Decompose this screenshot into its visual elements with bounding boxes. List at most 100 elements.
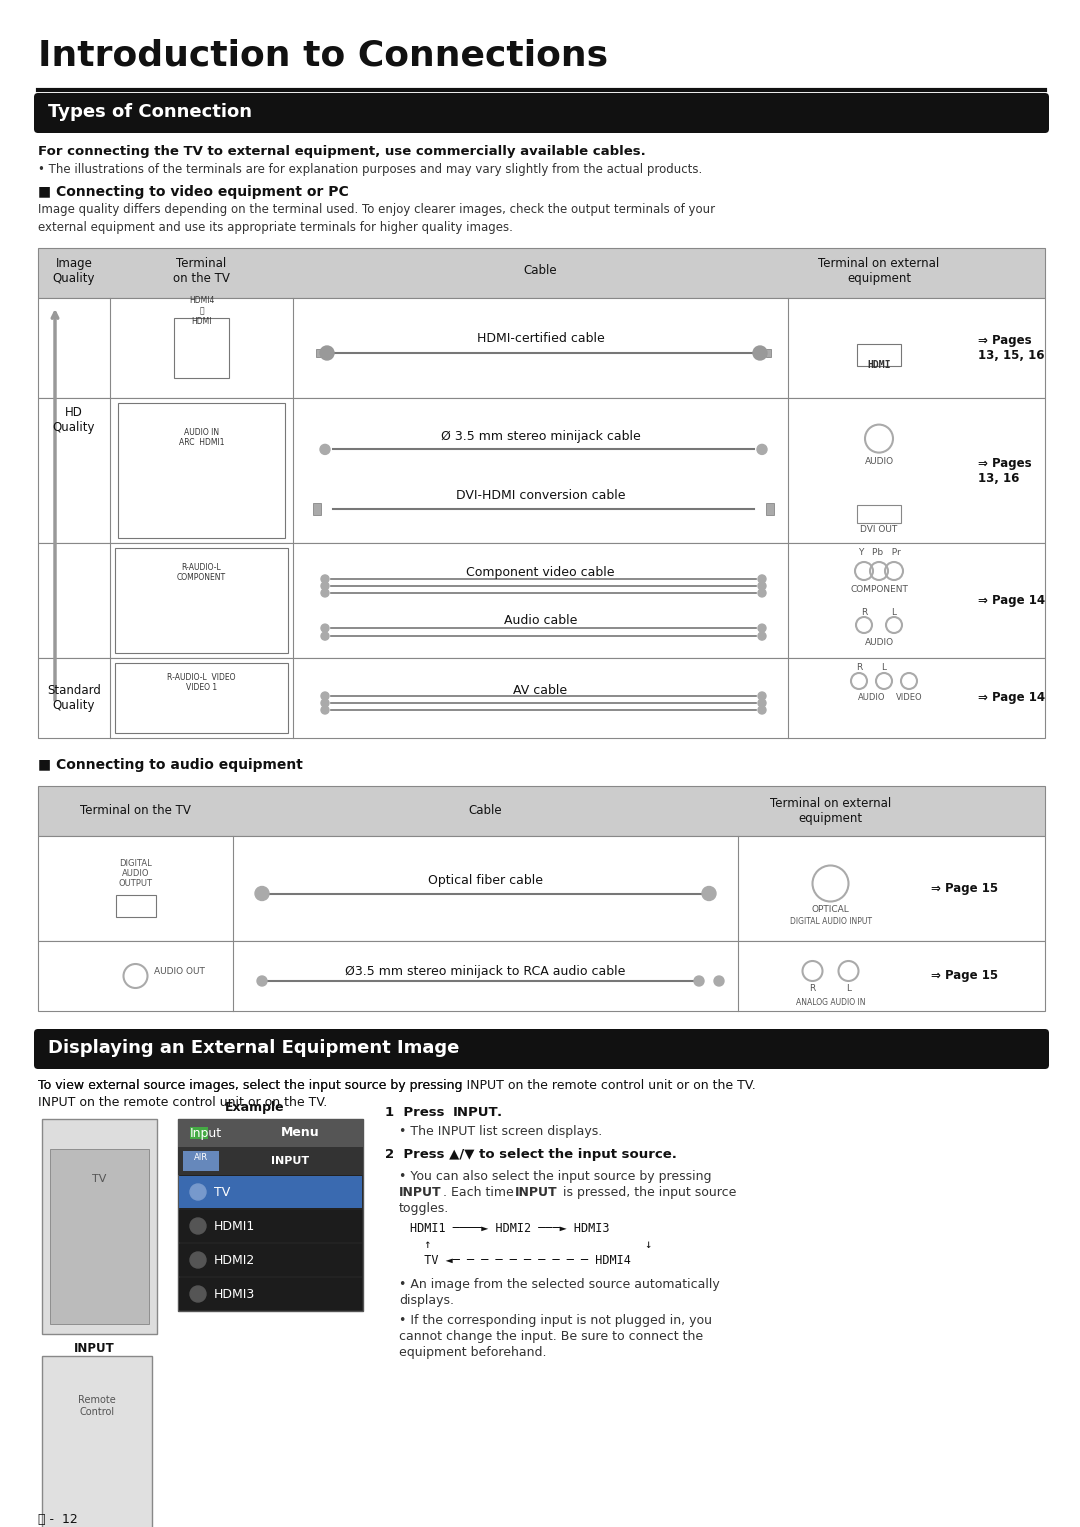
Text: AUDIO: AUDIO xyxy=(864,457,893,466)
Text: Ø3.5 mm stereo minijack to RCA audio cable: Ø3.5 mm stereo minijack to RCA audio cab… xyxy=(346,965,625,977)
Bar xyxy=(178,1119,363,1312)
Text: .: . xyxy=(497,1106,502,1119)
Bar xyxy=(190,1127,208,1139)
Text: • An image from the selected source automatically: • An image from the selected source auto… xyxy=(399,1278,719,1290)
Bar xyxy=(114,548,288,654)
Text: AUDIO: AUDIO xyxy=(859,693,886,702)
Text: DIGITAL
AUDIO
OUTPUT: DIGITAL AUDIO OUTPUT xyxy=(119,858,152,889)
Text: INPUT: INPUT xyxy=(453,1106,499,1119)
Bar xyxy=(858,344,901,366)
Circle shape xyxy=(321,589,329,597)
Text: OPTICAL: OPTICAL xyxy=(812,904,849,913)
Text: AUDIO: AUDIO xyxy=(864,638,893,647)
Circle shape xyxy=(190,1252,206,1267)
Bar xyxy=(42,1356,152,1527)
Bar xyxy=(118,403,285,538)
Text: ANALOG AUDIO IN: ANALOG AUDIO IN xyxy=(796,999,865,1006)
Circle shape xyxy=(758,625,766,632)
Bar xyxy=(858,505,901,524)
Bar xyxy=(179,1278,362,1310)
Text: ⇒ Page 15: ⇒ Page 15 xyxy=(931,970,998,982)
Circle shape xyxy=(190,1286,206,1303)
Text: Ø 3.5 mm stereo minijack cable: Ø 3.5 mm stereo minijack cable xyxy=(441,431,640,443)
Circle shape xyxy=(190,1219,206,1234)
Text: displays.: displays. xyxy=(399,1293,454,1307)
Text: • If the corresponding input is not plugged in, you: • If the corresponding input is not plug… xyxy=(399,1315,712,1327)
Text: Menu: Menu xyxy=(281,1127,320,1139)
Text: DIGITAL AUDIO INPUT: DIGITAL AUDIO INPUT xyxy=(789,916,872,925)
Text: HDMI4
⎯
HDMI: HDMI4 ⎯ HDMI xyxy=(189,296,214,325)
Circle shape xyxy=(321,632,329,640)
Circle shape xyxy=(758,632,766,640)
Circle shape xyxy=(753,347,767,360)
Text: HDMI3: HDMI3 xyxy=(214,1287,255,1301)
Circle shape xyxy=(758,589,766,597)
Circle shape xyxy=(758,699,766,707)
Text: is pressed, the input source: is pressed, the input source xyxy=(559,1186,737,1199)
Bar xyxy=(766,350,771,357)
Text: Terminal
on the TV: Terminal on the TV xyxy=(173,257,230,286)
Bar xyxy=(42,1119,157,1335)
Text: ⓔ -  12: ⓔ - 12 xyxy=(38,1513,78,1525)
Text: For connecting the TV to external equipment, use commercially available cables.: For connecting the TV to external equipm… xyxy=(38,145,646,157)
Text: Displaying an External Equipment Image: Displaying an External Equipment Image xyxy=(48,1038,459,1057)
Text: 1  Press: 1 Press xyxy=(384,1106,449,1119)
Text: ⇒ Page 14: ⇒ Page 14 xyxy=(978,594,1045,608)
Bar xyxy=(38,247,1045,298)
Text: L: L xyxy=(881,663,887,672)
Bar xyxy=(38,658,1045,738)
Text: L: L xyxy=(846,983,851,993)
Bar xyxy=(179,1209,362,1241)
Circle shape xyxy=(321,699,329,707)
Text: Standard
Quality: Standard Quality xyxy=(48,684,100,712)
Circle shape xyxy=(320,347,334,360)
Text: Component video cable: Component video cable xyxy=(467,567,615,579)
Text: R: R xyxy=(809,983,815,993)
Text: ⇒ Page 14: ⇒ Page 14 xyxy=(978,692,1045,704)
Circle shape xyxy=(757,444,767,455)
Text: ⇒ Pages
13, 16: ⇒ Pages 13, 16 xyxy=(978,457,1031,484)
Text: R: R xyxy=(861,608,867,617)
FancyBboxPatch shape xyxy=(33,93,1049,133)
Text: AV cable: AV cable xyxy=(513,684,568,696)
Circle shape xyxy=(320,444,330,455)
Bar xyxy=(766,502,774,515)
Text: Cable: Cable xyxy=(524,264,557,278)
Bar xyxy=(316,350,321,357)
Text: ⇒ Page 15: ⇒ Page 15 xyxy=(931,883,998,895)
Bar xyxy=(179,1245,362,1277)
Text: ↑                              ↓: ↑ ↓ xyxy=(410,1238,652,1251)
Circle shape xyxy=(190,1183,206,1200)
Text: cannot change the input. Be sure to connect the: cannot change the input. Be sure to conn… xyxy=(399,1330,703,1344)
Text: HD
Quality: HD Quality xyxy=(53,406,95,435)
Text: Remote
Control: Remote Control xyxy=(78,1396,116,1417)
Text: toggles.: toggles. xyxy=(399,1202,449,1215)
Text: HDMI-certified cable: HDMI-certified cable xyxy=(476,331,605,345)
Bar xyxy=(38,544,1045,658)
Text: INPUT: INPUT xyxy=(399,1186,442,1199)
Bar xyxy=(174,318,229,379)
Text: HDMI2: HDMI2 xyxy=(214,1254,255,1266)
Circle shape xyxy=(758,576,766,583)
Text: Image
Quality: Image Quality xyxy=(53,257,95,286)
Text: INPUT: INPUT xyxy=(515,1186,557,1199)
Text: Cable: Cable xyxy=(469,805,502,817)
Bar xyxy=(114,663,288,733)
Text: . Each time: . Each time xyxy=(443,1186,517,1199)
Bar xyxy=(178,1147,363,1174)
Text: ■ Connecting to video equipment or PC: ■ Connecting to video equipment or PC xyxy=(38,185,349,199)
Text: COMPONENT: COMPONENT xyxy=(850,585,908,594)
Text: Types of Connection: Types of Connection xyxy=(48,102,252,121)
Text: To view external source images, select the input source by pressing INPUT on the: To view external source images, select t… xyxy=(38,1080,756,1092)
Text: HDMI1: HDMI1 xyxy=(214,1220,255,1232)
Circle shape xyxy=(321,692,329,699)
Circle shape xyxy=(758,692,766,699)
Text: Introduction to Connections: Introduction to Connections xyxy=(38,38,608,72)
Text: HDMI1 ────► HDMI2 ───► HDMI3: HDMI1 ────► HDMI2 ───► HDMI3 xyxy=(410,1222,609,1235)
Circle shape xyxy=(758,582,766,589)
Text: equipment beforehand.: equipment beforehand. xyxy=(399,1345,546,1359)
Circle shape xyxy=(321,576,329,583)
Text: Optical fiber cable: Optical fiber cable xyxy=(428,873,543,887)
Text: Terminal on external
equipment: Terminal on external equipment xyxy=(819,257,940,286)
Text: R-AUDIO-L
COMPONENT: R-AUDIO-L COMPONENT xyxy=(177,563,226,582)
